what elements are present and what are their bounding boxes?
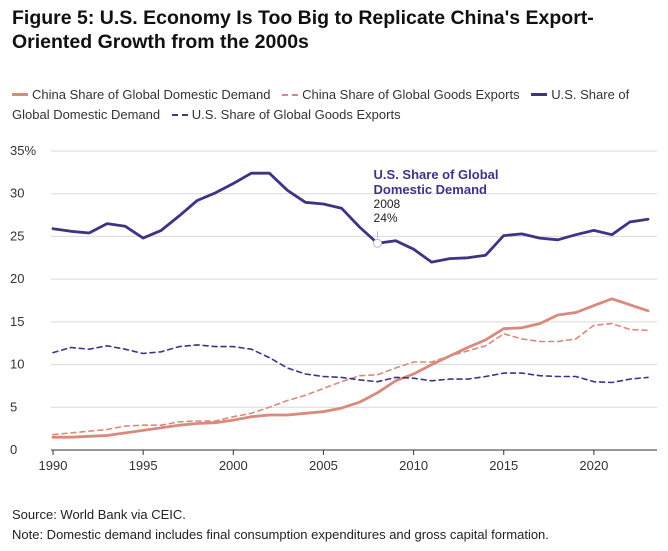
legend-label: China Share of Global Domestic Demand: [32, 87, 271, 102]
series-lines: [51, 171, 650, 439]
gridlines: [51, 150, 657, 408]
legend-swatch-solid-navy: [531, 93, 548, 97]
x-tick-label: 2000: [219, 458, 248, 473]
source-note: Source: World Bank via CEIC.: [12, 507, 186, 522]
legend-item-china-exports: China Share of Global Goods Exports: [282, 87, 520, 102]
annotation-title-line2: Domestic Demand: [374, 182, 487, 197]
y-tick-label: 15: [10, 314, 24, 329]
legend-swatch-solid-salmon: [12, 93, 28, 97]
annotation-marker: [373, 238, 383, 248]
legend-swatch-dashed-salmon: [282, 93, 299, 96]
x-tick-label: 2015: [489, 458, 518, 473]
legend-label: U.S. Share of Global Goods Exports: [191, 107, 401, 122]
y-tick-label: 30: [10, 186, 24, 201]
figure-number: Figure 5:: [12, 7, 95, 29]
legend-label: U.S. Share of Global Domestic Demand: [12, 87, 630, 122]
x-tick-label: 2020: [579, 458, 608, 473]
legend-item-china-demand: China Share of Global Domestic Demand: [12, 87, 270, 102]
annotation-value: 24%: [374, 211, 398, 225]
y-tick-label: 5: [10, 399, 17, 414]
legend-item-us-exports: U.S. Share of Global Goods Exports: [171, 107, 401, 122]
legend-item-us-demand: U.S. Share of Global Domestic Demand: [12, 87, 629, 122]
series-line-0: [51, 297, 650, 439]
y-tick-label: 20: [10, 271, 24, 286]
series-line-3: [52, 344, 649, 384]
y-tick-label: 10: [10, 357, 24, 372]
chart-title: Figure 5: U.S. Economy Is Too Big to Rep…: [12, 6, 662, 54]
annotation-year: 2008: [374, 197, 401, 211]
legend-swatch-dashed-navy: [171, 113, 188, 116]
footnote: Note: Domestic demand includes final con…: [12, 527, 549, 542]
series-line-1: [52, 322, 649, 436]
legend: China Share of Global Domestic Demand Ch…: [12, 85, 662, 125]
x-tick-label: 1995: [129, 458, 158, 473]
y-tick-label: 0: [10, 442, 17, 457]
axes: 0 5 10 15 20 25 30 35% 1990 1995 2000 2005 2010 2015 2…: [10, 143, 657, 473]
x-tick-label: 2005: [309, 458, 338, 473]
series-line-2: [51, 171, 650, 264]
y-tick-label: 25: [10, 228, 24, 243]
footer: Source: World Bank via CEIC. Note: Domes…: [12, 505, 549, 545]
x-tick-label: 1990: [39, 458, 68, 473]
line-chart: 0 5 10 15 20 25 30 35% 1990 1995 2000 2005 2010 2015 2…: [10, 143, 657, 473]
y-tick-label: 35%: [10, 143, 36, 158]
x-tick-label: 2010: [399, 458, 428, 473]
legend-label: China Share of Global Goods Exports: [302, 87, 520, 102]
annotation-title-line1: U.S. Share of Global: [374, 167, 499, 182]
figure-title-text: U.S. Economy Is Too Big to Replicate Chi…: [12, 7, 594, 53]
